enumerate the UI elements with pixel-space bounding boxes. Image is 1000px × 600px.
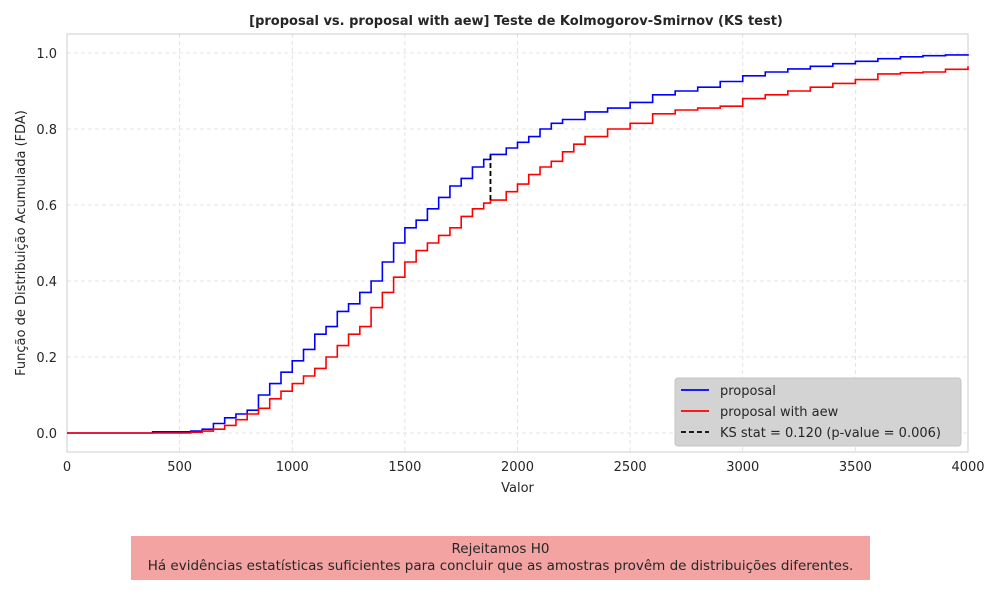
y-tick-label: 1.0 [36,47,57,62]
series-line-proposal-with-aew [67,66,969,434]
x-tick-label: 3500 [839,460,872,475]
y-axis-label: Função de Distribuição Acumulada (FDA) [14,110,29,376]
x-tick-label: 0 [63,460,71,475]
axis-ticks: 0 500 1000 1500 2000 2500 3000 3500 4000 0.0 0.2 0.… [36,47,984,475]
x-tick-label: 1500 [388,460,421,475]
x-tick-label: 500 [167,460,192,475]
x-tick-label: 2000 [501,460,534,475]
plot-area [66,33,969,453]
x-tick-label: 3000 [726,460,759,475]
series-line-proposal [67,54,969,434]
legend-box [674,377,962,447]
y-tick-label: 0.8 [36,123,57,138]
conclusion-title: Rejeitamos H0 [451,541,550,557]
y-tick-label: 0.2 [36,351,57,366]
series-layer [67,54,969,434]
chart-title: [proposal vs. proposal with aew] Teste d… [249,14,783,29]
legend: proposal proposal with aew KS stat = 0.120… [674,377,962,447]
x-tick-label: 2500 [614,460,647,475]
legend-entry-ks-stat: KS stat = 0.120 (p-value = 0.006) [720,426,941,441]
y-tick-label: 0.0 [36,427,57,442]
y-tick-label: 0.4 [36,275,57,290]
x-axis-label: Valor [501,481,534,496]
conclusion-text: Há evidências estatísticas suficientes p… [147,558,854,574]
legend-entry-proposal: proposal [720,384,776,399]
y-tick-label: 0.6 [36,199,57,214]
x-tick-label: 4000 [951,460,984,475]
conclusion-box: Rejeitamos H0 Há evidências estatísticas… [131,536,870,580]
legend-entry-proposal-with-aew: proposal with aew [720,405,839,420]
x-tick-label: 1000 [276,460,309,475]
